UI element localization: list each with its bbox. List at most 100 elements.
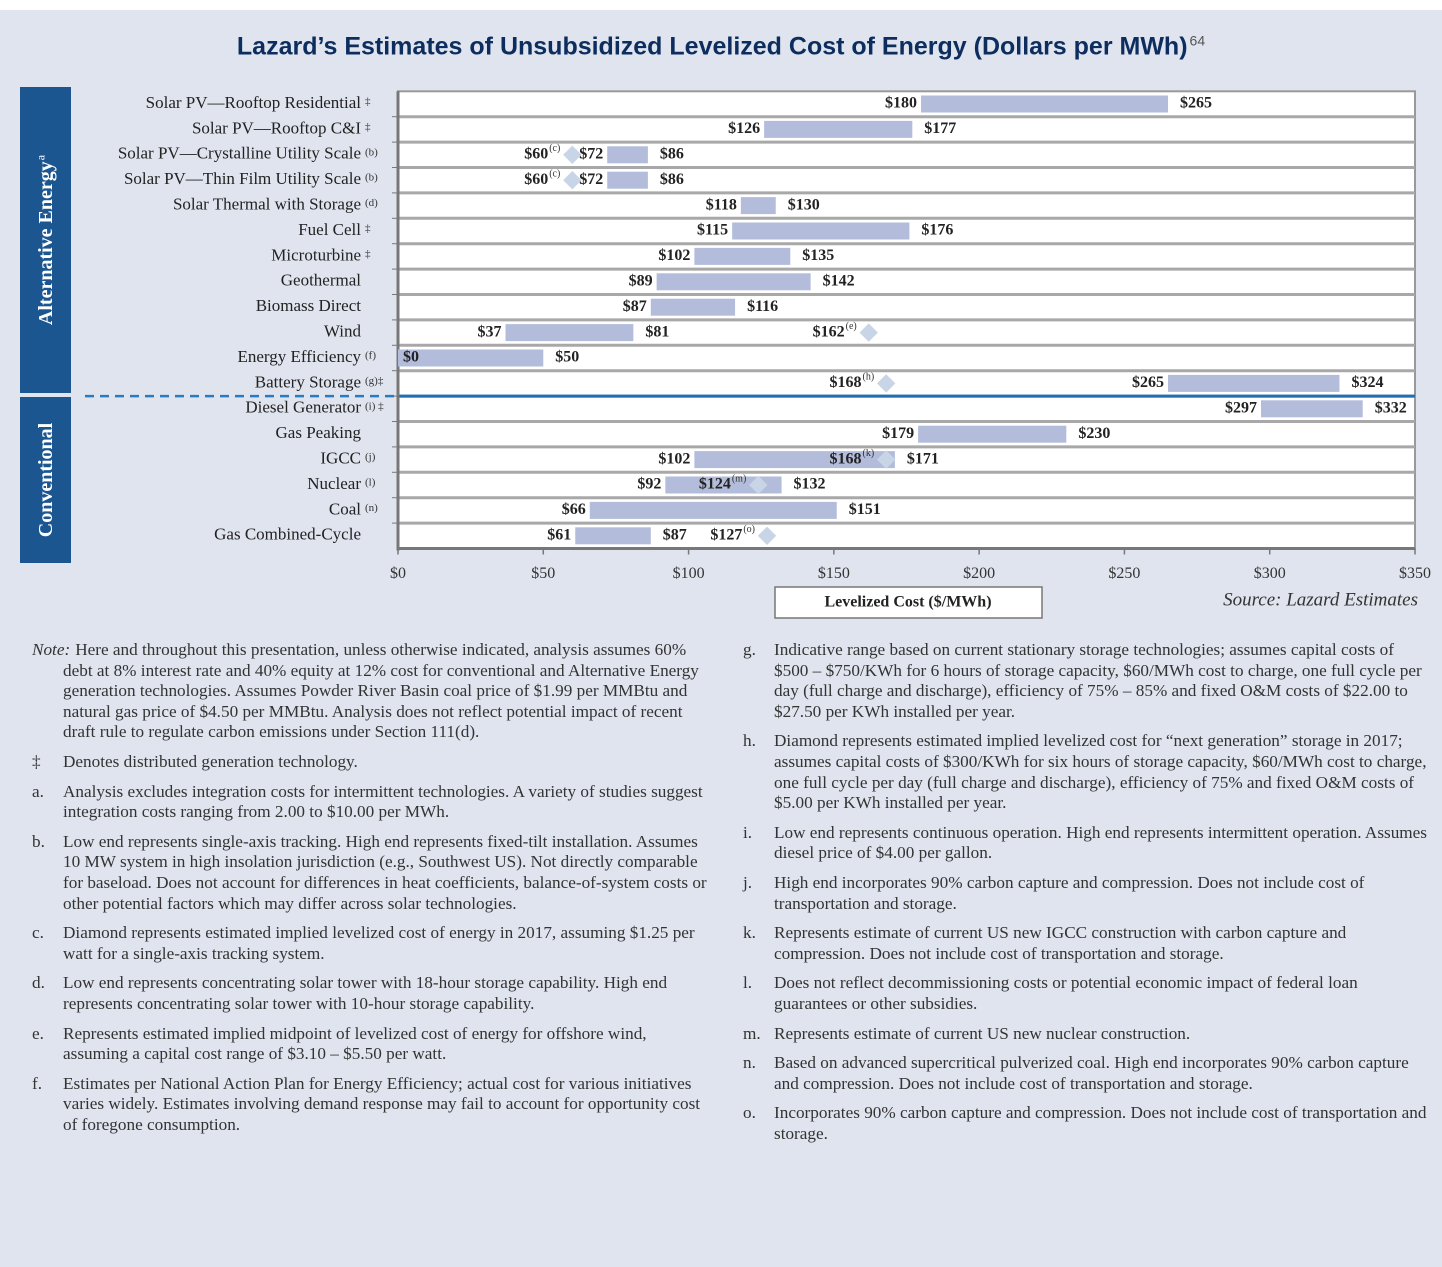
note-text: Low end represents concentrating solar t…	[63, 973, 668, 1013]
high-label: $86	[660, 145, 684, 162]
range-bar	[1260, 400, 1363, 418]
range-bar	[694, 247, 791, 265]
category-label: Battery Storage	[255, 372, 361, 391]
low-label: $37	[478, 323, 502, 340]
category-note: ‡	[365, 121, 371, 133]
notes-left: Note: Here and throughout this presentati…	[32, 640, 712, 1144]
note-marker: d.	[32, 973, 45, 993]
low-label: $89	[629, 272, 653, 289]
low-label: $72	[579, 145, 603, 162]
low-label: $0	[403, 349, 419, 366]
note-marker: n.	[743, 1053, 756, 1073]
diamond-label: $127	[710, 526, 742, 543]
range-bar	[1168, 374, 1340, 392]
low-label: $61	[547, 526, 571, 543]
note-item: g. Indicative range based on current stat…	[743, 640, 1429, 722]
note-marker: a.	[32, 781, 44, 801]
high-label: $81	[645, 323, 669, 340]
diamond-note: (m)	[732, 473, 746, 484]
high-label: $86	[660, 171, 684, 188]
range-bar	[694, 451, 895, 469]
high-label: $332	[1375, 399, 1407, 416]
note-marker: e.	[32, 1023, 44, 1043]
range-bar	[505, 324, 634, 342]
diamond-note: (k)	[862, 448, 874, 459]
note-marker: g.	[743, 640, 756, 659]
diamond	[757, 526, 777, 545]
diamond	[859, 323, 878, 342]
high-label: $230	[1078, 425, 1110, 442]
note-item: b. Low end represents single-axis trackin…	[32, 832, 712, 914]
note-item: l. Does not reflect decommissioning costs…	[743, 973, 1429, 1014]
category-note: (j)	[365, 451, 376, 463]
note-item: f. Estimates per National Action Plan for…	[32, 1074, 712, 1136]
category-label: Solar PV—Rooftop C&I	[192, 118, 361, 137]
group-label: Conventional	[35, 422, 57, 537]
note-text: Estimates per National Action Plan for E…	[63, 1073, 701, 1134]
low-label: $87	[623, 298, 647, 315]
high-label: $142	[823, 272, 855, 289]
high-label: $130	[788, 196, 820, 213]
category-label: Fuel Cell	[298, 220, 361, 239]
category-label: Energy Efficiency	[237, 347, 361, 366]
note-marker: j.	[743, 872, 753, 892]
group-note: a	[33, 154, 47, 160]
category-label: Coal	[329, 499, 361, 518]
note-item: m. Represents estimate of current US new …	[743, 1024, 1429, 1045]
note-marker: m.	[743, 1023, 761, 1043]
high-label: $324	[1351, 374, 1383, 391]
note-text: Analysis excludes integration costs for …	[63, 781, 703, 822]
low-label: $118	[706, 196, 737, 213]
category-note: (d)	[365, 197, 378, 209]
note-marker: ‡	[32, 751, 41, 771]
group-label: Alternative Energy	[35, 161, 57, 325]
low-label: $126	[728, 120, 760, 137]
high-label: $116	[747, 298, 778, 315]
note-text: Incorporates 90% carbon capture and comp…	[774, 1103, 1427, 1143]
diamond-label: $60	[524, 145, 548, 162]
x-tick-label: $300	[1254, 565, 1286, 582]
note-marker: i.	[743, 822, 753, 842]
high-label: $50	[555, 349, 579, 366]
low-label: $179	[882, 425, 914, 442]
note-item: i. Low end represents continuous operatio…	[743, 823, 1429, 864]
low-label: $180	[885, 95, 917, 112]
note-text: Diamond represents estimated implied lev…	[63, 923, 695, 963]
note-item: k. Represents estimate of current US new …	[743, 923, 1429, 964]
category-note: (g)‡	[365, 375, 384, 387]
range-bar	[740, 197, 776, 215]
note-text: Low end represents single-axis tracking.…	[63, 831, 707, 913]
range-bar	[398, 349, 544, 367]
note-item: j. High end incorporates 90% carbon captu…	[743, 873, 1429, 914]
diamond-note: (c)	[549, 143, 560, 154]
note-text: Represents estimate of current US new IG…	[774, 923, 1347, 963]
high-label: $171	[907, 450, 939, 467]
diamond-note: (h)	[862, 372, 874, 383]
high-label: $177	[924, 120, 956, 137]
high-label: $132	[794, 476, 826, 493]
note-item: a. Analysis excludes integration costs fo…	[32, 782, 712, 823]
note-text: Low end represents continuous operation.…	[774, 822, 1427, 863]
diamond-label: $168	[829, 374, 861, 391]
diamond	[749, 475, 768, 495]
note-marker: o.	[743, 1103, 756, 1123]
diamond	[563, 171, 582, 190]
note-item: o. Incorporates 90% carbon capture and co…	[743, 1103, 1429, 1144]
range-bar	[607, 146, 648, 164]
diamond-label: $124	[699, 476, 731, 493]
note-item: e. Represents estimated implied midpoint …	[32, 1024, 712, 1065]
range-bar	[764, 120, 913, 138]
note-marker: b.	[32, 831, 45, 851]
note-marker: k.	[743, 923, 756, 943]
x-tick-label: $150	[818, 565, 850, 582]
low-label: $72	[579, 171, 603, 188]
source: Source: Lazard Estimates	[1223, 589, 1418, 610]
category-note: (b)	[365, 146, 378, 158]
category-label: Wind	[324, 322, 362, 341]
range-bar	[656, 273, 811, 291]
diamond	[563, 145, 582, 164]
category-note: ‡	[365, 223, 371, 235]
note-text: Does not reflect decommissioning costs o…	[774, 973, 1358, 1013]
title-note: 64	[1190, 33, 1206, 49]
diamond	[876, 450, 896, 469]
